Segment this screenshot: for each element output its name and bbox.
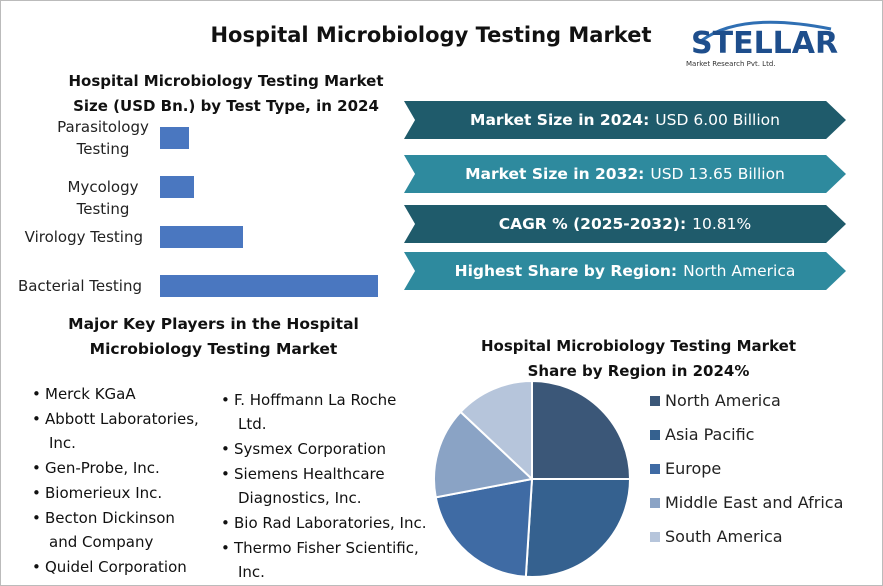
stat-value: North America [683, 262, 796, 280]
bar [160, 226, 244, 248]
legend-swatch [650, 430, 660, 440]
pie-slice [433, 410, 535, 499]
pie-slice [531, 379, 632, 480]
legend-swatch [650, 532, 660, 542]
stat-label: Market Size in 2032: [465, 165, 645, 183]
page-title: Hospital Microbiology Testing Market [210, 23, 652, 47]
pie-chart: North America Asia Pacific Europe Middle Ea… [433, 379, 843, 578]
bar-label: Bacterial Testing [17, 277, 142, 295]
stat-value: USD 13.65 Billion [650, 165, 785, 183]
logo-name: STELLAR [691, 26, 838, 61]
player-list: F. Hoffmann La Roche Ltd.Sysmex Corporat… [208, 388, 428, 585]
player: Becton Dickinson and Company [19, 506, 204, 554]
legend-label: Europe [665, 459, 721, 478]
logo: STELLAR Market Research Pvt. Ltd. [686, 20, 838, 68]
player: Thermo Fisher Scientific, Inc. [208, 536, 428, 584]
legend-label: Middle East and Africa [665, 493, 843, 512]
stat-value: USD 6.00 Billion [655, 111, 780, 129]
pie-slice [524, 478, 632, 578]
player: F. Hoffmann La Roche Ltd. [208, 388, 428, 436]
bar-title: Hospital Microbiology Testing Market Siz… [68, 72, 384, 115]
player: Siemens Healthcare Diagnostics, Inc. [208, 462, 428, 510]
legend-label: South America [665, 527, 783, 546]
bar-label: Mycology Testing [67, 178, 139, 218]
player: Quidel Corporation [19, 555, 204, 579]
legend-swatch [650, 396, 660, 406]
legend-label: Asia Pacific [665, 425, 754, 444]
key-players-title: Major Key Players in the Hospital Microb… [68, 315, 359, 358]
stat-banner: Market Size in 2024: USD 6.00 Billion [404, 101, 846, 139]
player-list: Merck KGaAAbbott Laboratories, Inc.Gen-P… [19, 382, 204, 580]
pie-slice [434, 477, 534, 578]
player: Gen-Probe, Inc. [19, 456, 204, 480]
player: Abbott Laboratories, Inc. [19, 407, 204, 455]
player: Bio Rad Laboratories, Inc. [208, 511, 428, 535]
pie-title: Hospital Microbiology Testing Market Sha… [480, 337, 796, 380]
player: Sysmex Corporation [208, 437, 428, 461]
bar [160, 127, 190, 149]
legend-label: North America [665, 391, 781, 410]
player: Merck KGaA [19, 382, 204, 406]
stat-label: CAGR % (2025-2032): [498, 215, 687, 233]
bar-label: Virology Testing [24, 228, 143, 246]
bar [160, 176, 194, 198]
stat-banner: Highest Share by Region: North America [404, 252, 846, 290]
stat-label: Highest Share by Region: [454, 262, 678, 280]
stat-banner: CAGR % (2025-2032): 10.81% [404, 205, 846, 243]
stat-label: Market Size in 2024: [470, 111, 650, 129]
logo-tagline: Market Research Pvt. Ltd. [686, 60, 776, 68]
legend-swatch [650, 464, 660, 474]
pie-slice [459, 379, 533, 482]
player: Biomerieux Inc. [19, 481, 204, 505]
bar-label: Parasitology Testing [57, 118, 149, 158]
stat-banner: Market Size in 2032: USD 13.65 Billion [404, 155, 846, 193]
stat-value: 10.81% [692, 215, 752, 233]
bar [160, 275, 378, 297]
legend-swatch [650, 498, 660, 508]
